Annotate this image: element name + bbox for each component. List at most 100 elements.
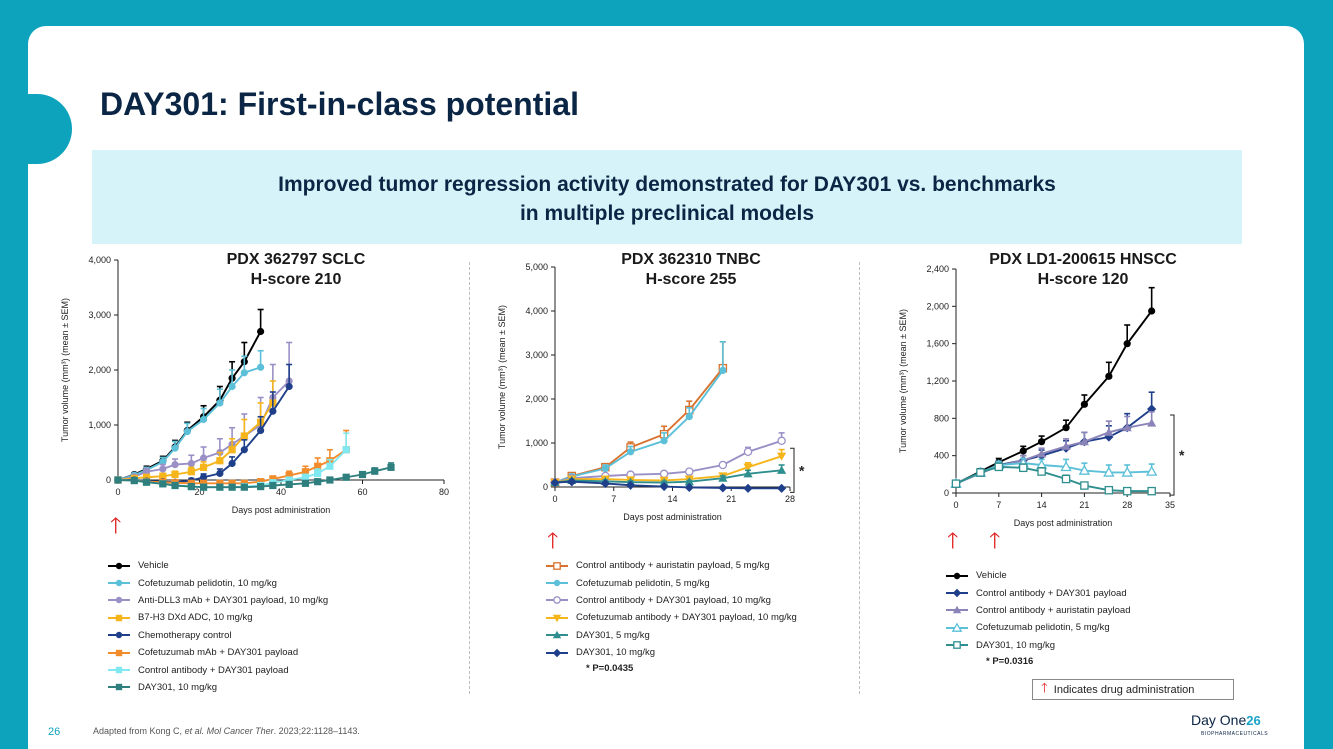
chart-3-y-axis-label: Tumor volume (mm³) (mean ± SEM) xyxy=(898,309,908,453)
chart-1-series-8-point xyxy=(285,480,293,488)
chart-2-series-2-point xyxy=(626,448,635,456)
chart-1-series-8-point xyxy=(342,473,350,481)
chart-2-series-5-point xyxy=(777,465,787,474)
chart-3-series-5-point xyxy=(951,479,961,488)
chart-2-plot: 0 1,000 2,000 3,000 4,000 5,000 0 7 14 21 28 Days p… xyxy=(497,262,805,522)
chart-2-x-tick-label: 21 xyxy=(726,494,736,504)
chart-1-x-tick-label: 40 xyxy=(276,487,286,497)
chart-1-series-6-point xyxy=(199,479,208,487)
chart-3-y-tick-label: 2,400 xyxy=(926,264,949,274)
chart-1-legend-swatch xyxy=(108,597,130,604)
drug-administration-arrow-icon: 🡑 xyxy=(547,528,559,553)
chart-1-series-4-point xyxy=(171,470,179,479)
chart-3-series-4-line xyxy=(955,462,1152,485)
chart-1-series-4-point xyxy=(228,446,236,454)
chart-3-title-line-1: PDX LD1-200615 HNSCC xyxy=(989,251,1177,268)
footnote-journal: et al. Mol Cancer Ther xyxy=(184,726,274,736)
chart-3-series-5-point xyxy=(1061,474,1071,484)
chart-1-legend-marker xyxy=(115,649,123,656)
chart-2-legend-item: Cofetuzumab pelidotin, 5 mg/kg xyxy=(546,574,797,591)
drug-administration-arrow-icon: 🡑 xyxy=(110,513,122,538)
chart-3-x-tick-label: 0 xyxy=(953,500,958,510)
chart-2-series-2-line xyxy=(554,369,724,484)
chart-1-series-2-point xyxy=(228,382,236,391)
chart-1-series-6-point xyxy=(216,479,224,487)
chart-3-series-4-point xyxy=(1121,466,1133,477)
chart-1-legend-marker xyxy=(115,666,123,674)
chart-3-legend-swatch xyxy=(946,622,968,632)
chart-2-y-tick-label: 1,000 xyxy=(525,438,548,448)
footnote-suffix: . 2023;22:1128–1143. xyxy=(273,726,360,736)
chart-2-legend: Control antibody + auristatin payload, 5… xyxy=(546,557,797,677)
chart-3-series-1-point xyxy=(1080,400,1088,408)
chart-2-legend-label: DAY301, 10 mg/kg xyxy=(576,647,656,659)
drug-administration-key: 🡑 Indicates drug administration xyxy=(1032,679,1234,700)
footnote-prefix: Adapted from Kong C, xyxy=(93,726,185,736)
chart-3-legend-label: Control antibody + DAY301 payload xyxy=(976,587,1127,599)
chart-3-series-4-point xyxy=(1103,466,1115,477)
chart-1-plot: 0 1,000 2,000 3,000 4,000 0 20 40 60 80 Days post … xyxy=(60,255,449,515)
chart-1-y-tick-label: 2,000 xyxy=(88,365,111,375)
chart-1-legend-swatch xyxy=(108,632,130,639)
chart-3-series-5-point xyxy=(1019,463,1028,473)
chart-2-series-3-point xyxy=(659,469,669,479)
chart-3-series-3-point xyxy=(1122,423,1132,432)
chart-2-series-2 xyxy=(551,341,727,487)
chart-1-series-8-point xyxy=(228,483,236,491)
chart-3-x-tick-label: 14 xyxy=(1037,500,1047,510)
chart-1-series-6-point xyxy=(228,479,236,487)
chart-3-series-4-point xyxy=(1060,460,1072,472)
chart-1-legend-swatch xyxy=(108,666,130,674)
chart-1-series-4-line xyxy=(117,402,274,481)
chart-3-y-tick-label: 1,600 xyxy=(926,339,949,349)
chart-1-series-5-point xyxy=(269,407,277,415)
chart-2-x-tick-label: 28 xyxy=(785,494,795,504)
chart-3-legend-marker xyxy=(952,588,962,598)
chart-3-legend-swatch xyxy=(946,572,968,579)
chart-1-legend-label: Chemotherapy control xyxy=(138,629,232,641)
chart-1-x-tick-label: 20 xyxy=(194,487,204,497)
chart-1-legend-marker xyxy=(115,597,123,604)
chart-3-significance-bracket xyxy=(1170,414,1175,496)
chart-1-series-7-point xyxy=(285,476,293,484)
chart-3-series-5-line xyxy=(955,465,1152,493)
company-logo: Day One26 xyxy=(1191,712,1261,730)
chart-2-y-tick-label: 2,000 xyxy=(525,394,548,404)
chart-3-legend-item: Control antibody + DAY301 payload xyxy=(946,584,1130,601)
chart-3-plot: 0 400 800 1,200 1,600 2,000 2,400 0 7 14 21 28 35 Day… xyxy=(898,264,1185,528)
chart-2-legend-label: Control antibody + DAY301 payload, 10 mg… xyxy=(576,594,771,606)
chart-1-series-7-point xyxy=(326,462,334,470)
banner: Improved tumor regression activity demon… xyxy=(92,150,1242,244)
chart-3-x-tick-label: 21 xyxy=(1079,500,1089,510)
chart-3-legend-label: Control antibody + auristatin payload xyxy=(976,604,1131,616)
chart-1-legend-swatch xyxy=(108,614,130,622)
chart-2-p-value-note: * P=0.0435 xyxy=(586,663,634,675)
chart-2-series-4-point xyxy=(777,452,787,461)
logo-number: 26 xyxy=(1246,713,1261,728)
chart-1-series-3-point xyxy=(159,465,167,473)
chart-1-y-tick-label: 0 xyxy=(106,475,111,485)
chart-1-series-8-point xyxy=(301,479,310,487)
chart-3-title: PDX LD1-200615 HNSCC H-score 120 xyxy=(965,250,1201,290)
chart-3-legend-marker xyxy=(952,606,962,614)
chart-2-legend-label: DAY301, 5 mg/kg xyxy=(576,629,650,641)
chart-3-legend-marker xyxy=(951,622,963,632)
panel-divider-2 xyxy=(859,262,860,694)
chart-1-legend-swatch xyxy=(108,579,130,587)
chart-2-series-4-point xyxy=(743,463,753,472)
chart-1-series-7-point xyxy=(301,473,310,481)
chart-3-y-tick-label: 400 xyxy=(934,451,949,461)
chart-3-series-5-point xyxy=(1080,481,1089,490)
chart-1-x-tick-label: 80 xyxy=(439,487,449,497)
chart-1-series-7-point xyxy=(342,446,350,454)
chart-2-legend-item: Cofetuzumab antibody + DAY301 payload, 1… xyxy=(546,609,797,626)
chart-1-series-5-point xyxy=(228,459,236,468)
chart-2-legend-swatch xyxy=(546,561,568,570)
chart-3-legend-marker xyxy=(953,641,961,650)
chart-1-legend-item: Control antibody + DAY301 payload xyxy=(108,661,328,678)
chart-1-series-8-point xyxy=(199,483,208,491)
chart-2-x-tick-label: 7 xyxy=(611,494,616,504)
chart-3-series-1-point xyxy=(1123,340,1131,348)
chart-1-series-4-point xyxy=(142,473,151,481)
chart-3-y-tick-label: 800 xyxy=(934,413,949,423)
